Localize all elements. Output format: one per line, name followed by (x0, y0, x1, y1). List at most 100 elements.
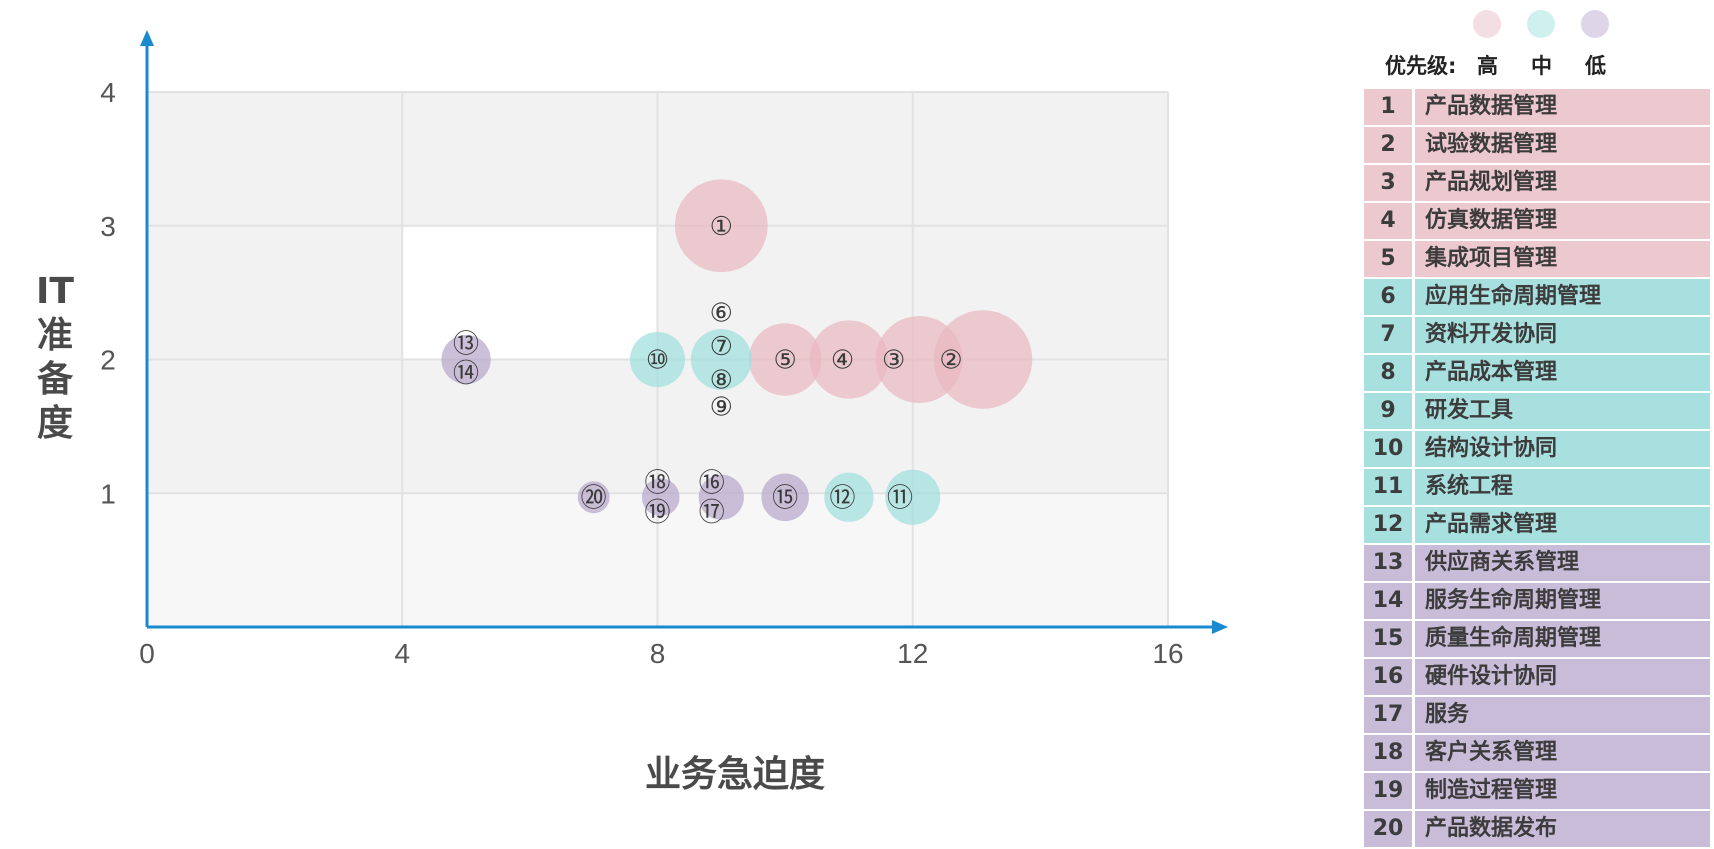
table-row: 7 资料开发协同 (1364, 317, 1710, 353)
legend-dot-high (1473, 10, 1501, 38)
table-row-number: 2 (1364, 127, 1412, 163)
bubble-low (761, 473, 809, 522)
bubble-label: ⑱ (644, 469, 670, 499)
table-row: 19 制造过程管理 (1364, 773, 1710, 809)
bubble-high (933, 310, 1033, 409)
table-row-name: 客户关系管理 (1415, 735, 1710, 771)
bubble-low (441, 334, 491, 385)
bubble-label: ⑦ (710, 332, 733, 362)
table-row-number: 10 (1364, 431, 1412, 467)
table-row-number: 8 (1364, 355, 1412, 391)
plot-highlight-cell (402, 225, 658, 360)
x-tick-label: 12 (897, 638, 928, 669)
table-row: 16 硬件设计协同 (1364, 659, 1710, 695)
bubble-label: ⑪ (887, 483, 913, 513)
bubble-label: ① (710, 212, 733, 242)
bubble-label: ⑳ (581, 483, 607, 513)
table-row: 13 供应商关系管理 (1364, 545, 1710, 581)
bubble-label: ④ (831, 346, 854, 376)
table-row: 8 产品成本管理 (1364, 355, 1710, 391)
table-row-name: 集成项目管理 (1415, 241, 1710, 277)
bubble-label: ⑧ (710, 366, 733, 396)
table-row-number: 4 (1364, 203, 1412, 239)
table-row: 5 集成项目管理 (1364, 241, 1710, 277)
legend-label-low: 低 (1585, 54, 1606, 78)
table-row-name: 质量生命周期管理 (1415, 621, 1710, 657)
x-tick-label: 16 (1152, 638, 1183, 669)
legend-title: 优先级: (1385, 54, 1457, 78)
bubble-high (875, 316, 963, 403)
table-row-number: 20 (1364, 811, 1412, 847)
table-row-name: 系统工程 (1415, 469, 1710, 505)
bubble-label: ⑭ (453, 359, 479, 389)
bubble-label: ⑨ (710, 392, 733, 422)
table-row: 10 结构设计协同 (1364, 431, 1710, 467)
table-row-name: 服务生命周期管理 (1415, 583, 1710, 619)
x-tick-label: 0 (139, 638, 155, 669)
bubble-label: ⑤ (773, 346, 796, 376)
bubble-label: ⑲ (644, 498, 670, 528)
table-row-name: 产品数据管理 (1415, 89, 1710, 125)
table-row-number: 1 (1364, 89, 1412, 125)
table-row-number: 15 (1364, 621, 1412, 657)
table-row-name: 硬件设计协同 (1415, 659, 1710, 695)
table-row: 20 产品数据发布 (1364, 811, 1710, 847)
table-row-name: 试验数据管理 (1415, 127, 1710, 163)
table-row-name: 应用生命周期管理 (1415, 279, 1710, 315)
table-row-number: 11 (1364, 469, 1412, 505)
table-row-name: 供应商关系管理 (1415, 545, 1710, 581)
table-row-number: 18 (1364, 735, 1412, 771)
table-row-name: 资料开发协同 (1415, 317, 1710, 353)
y-tick-label: 3 (100, 211, 116, 242)
table-row-name: 服务 (1415, 697, 1710, 733)
y-axis-title-char: 度 (36, 403, 73, 444)
bubble-high (809, 320, 889, 399)
y-tick-label: 2 (100, 345, 116, 376)
table-row: 15 质量生命周期管理 (1364, 621, 1710, 657)
table-row-name: 产品成本管理 (1415, 355, 1710, 391)
bubble-low (641, 478, 680, 517)
table-row-number: 14 (1364, 583, 1412, 619)
table-row-number: 3 (1364, 165, 1412, 201)
y-axis-title-char: IT (36, 271, 74, 312)
x-axis-arrow (1212, 620, 1228, 634)
table-row: 12 产品需求管理 (1364, 507, 1710, 543)
table-row-number: 17 (1364, 697, 1412, 733)
table-row: 9 研发工具 (1364, 393, 1710, 429)
table-row-name: 产品规划管理 (1415, 165, 1710, 201)
bubble-label: ⑩ (646, 346, 669, 376)
table-row-name: 研发工具 (1415, 393, 1710, 429)
bubble-label: ⑰ (699, 498, 725, 528)
table-row-number: 9 (1364, 393, 1412, 429)
table-row-name: 制造过程管理 (1415, 773, 1710, 809)
x-tick-label: 4 (394, 638, 410, 669)
bubble-high (748, 323, 822, 396)
bubble-label: ③ (882, 346, 905, 376)
bubble-mid (885, 469, 941, 525)
bubble-label: ② (939, 346, 962, 376)
bubble-low (577, 481, 610, 514)
table-row: 3 产品规划管理 (1364, 165, 1710, 201)
priority-legend: 优先级: 高 中 低 (1385, 6, 1615, 78)
legend-label-mid: 中 (1531, 54, 1552, 78)
bubble-label: ⑯ (699, 469, 725, 499)
table-row-number: 16 (1364, 659, 1412, 695)
table-row-name: 结构设计协同 (1415, 431, 1710, 467)
table-row-name: 产品数据发布 (1415, 811, 1710, 847)
table-row-name: 仿真数据管理 (1415, 203, 1710, 239)
table-row: 6 应用生命周期管理 (1364, 279, 1710, 315)
y-axis-title-char: 准 (36, 315, 73, 356)
bubble-label: ⑥ (710, 299, 733, 329)
table-row-number: 13 (1364, 545, 1412, 581)
table-row: 2 试验数据管理 (1364, 127, 1710, 163)
table-row: 14 服务生命周期管理 (1364, 583, 1710, 619)
legend-dot-low (1581, 10, 1609, 38)
bubble-high (674, 179, 768, 273)
bubble-mid (629, 331, 686, 388)
table-row-number: 19 (1364, 773, 1412, 809)
bubble-low (698, 474, 744, 520)
table-row: 17 服务 (1364, 697, 1710, 733)
table-row-number: 12 (1364, 507, 1412, 543)
y-axis-arrow (140, 30, 154, 46)
